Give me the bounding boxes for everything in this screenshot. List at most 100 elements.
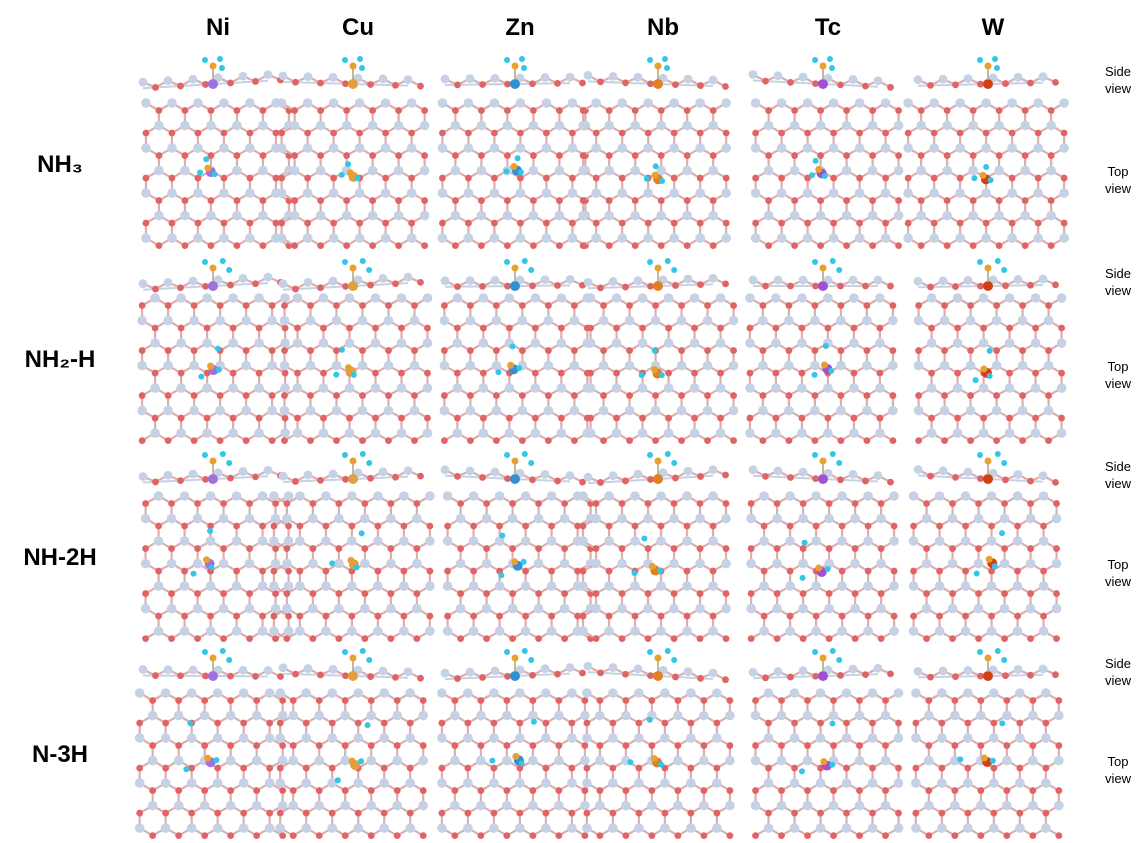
oxygen-atom [142, 590, 149, 597]
metal-atom [643, 143, 653, 153]
metal-atom [630, 581, 640, 591]
oxygen-atom [1001, 545, 1008, 552]
oxygen-atom [762, 78, 769, 85]
metal-atom [1014, 470, 1023, 479]
oxygen-atom [773, 415, 780, 422]
metal-atom [889, 491, 899, 501]
metal-atom [987, 626, 997, 636]
metal-atom [479, 383, 489, 393]
metal-atom [586, 338, 596, 348]
hydrogen-atom [639, 372, 645, 378]
oxygen-atom [1006, 370, 1013, 377]
oxygen-atom [1027, 635, 1034, 642]
hydrogen-atom [647, 57, 653, 63]
metal-atom [308, 604, 318, 614]
oxygen-atom [234, 152, 241, 159]
metal-atom [784, 316, 794, 326]
metal-atom [516, 98, 526, 108]
metal-atom [518, 316, 528, 326]
metal-atom [193, 604, 203, 614]
oxygen-atom [996, 197, 1003, 204]
metal-atom [716, 338, 726, 348]
oxygen-atom [837, 81, 844, 88]
metal-atom [1057, 428, 1067, 438]
oxygen-atom [778, 130, 785, 137]
metal-atom [798, 604, 808, 614]
oxygen-atom [587, 370, 594, 377]
oxygen-atom [269, 302, 276, 309]
metal-atom [334, 559, 344, 569]
oxygen-atom [201, 742, 208, 749]
hydrogen-atom [208, 564, 214, 570]
metal-atom [189, 665, 198, 674]
metal-atom [935, 491, 945, 501]
metal-atom [420, 121, 430, 131]
metal-atom [709, 465, 718, 474]
metal-atom [441, 75, 450, 84]
oxygen-atom [954, 370, 961, 377]
metal-atom [811, 626, 821, 636]
dopant-atom [510, 281, 520, 291]
metal-atom [1033, 233, 1043, 243]
metal-atom [638, 383, 648, 393]
oxygen-atom [483, 545, 490, 552]
oxygen-atom [392, 280, 399, 287]
metal-atom [295, 491, 305, 501]
oxygen-atom [613, 415, 620, 422]
metal-atom [163, 406, 173, 416]
hydrogen-atom [1001, 460, 1007, 466]
metal-atom [280, 361, 290, 371]
metal-atom [903, 143, 913, 153]
hydrogen-atom [197, 169, 203, 175]
nitrogen-atom [652, 172, 659, 179]
metal-atom [889, 581, 899, 591]
oxygen-atom [233, 568, 240, 575]
hydrogen-atom [329, 560, 335, 566]
oxygen-atom [613, 325, 620, 332]
metal-atom [617, 233, 627, 243]
metal-atom [187, 778, 197, 788]
oxygen-atom [988, 613, 995, 620]
nitrogen-atom [350, 458, 357, 465]
oxygen-atom [944, 107, 951, 114]
oxygen-atom [317, 80, 324, 87]
metal-atom [280, 293, 290, 303]
oxygen-atom [561, 635, 568, 642]
oxygen-atom [571, 437, 578, 444]
oxygen-atom [851, 370, 858, 377]
metal-atom [187, 823, 197, 833]
oxygen-atom [606, 568, 613, 575]
oxygen-atom [597, 479, 604, 486]
metal-atom [849, 338, 859, 348]
metal-atom [634, 276, 643, 285]
metal-atom [803, 188, 813, 198]
metal-atom [568, 233, 578, 243]
oxygen-atom [704, 302, 711, 309]
metal-atom [342, 121, 352, 131]
metal-atom [772, 514, 782, 524]
oxygen-atom [214, 810, 221, 817]
oxygen-atom [317, 284, 324, 291]
metal-atom [799, 73, 808, 82]
metal-atom [868, 211, 878, 221]
metal-atom [584, 278, 593, 287]
metal-atom [557, 338, 567, 348]
oxygen-atom [392, 82, 399, 89]
oxygen-atom [580, 523, 587, 530]
oxygen-atom [361, 500, 368, 507]
hydrogen-atom [662, 56, 668, 62]
oxygen-atom [246, 635, 253, 642]
metal-atom [334, 514, 344, 524]
metal-atom [1039, 275, 1048, 284]
oxygen-atom [891, 523, 898, 530]
hydrogen-atom [671, 460, 677, 466]
metal-atom [306, 316, 316, 326]
metal-atom [716, 428, 726, 438]
oxygen-atom [529, 787, 536, 794]
oxygen-atom [652, 437, 659, 444]
metal-atom [1013, 536, 1023, 546]
oxygen-atom [747, 325, 754, 332]
oxygen-atom [977, 283, 984, 290]
oxygen-atom [593, 175, 600, 182]
oxygen-atom [941, 392, 948, 399]
